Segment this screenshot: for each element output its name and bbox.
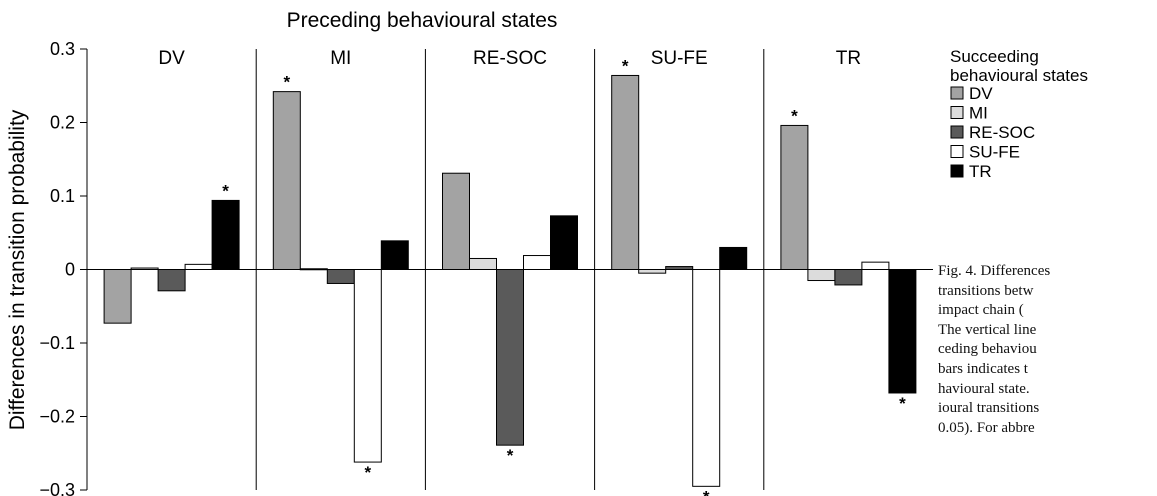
caption-line: The vertical line <box>938 321 1037 338</box>
significance-star: * <box>507 446 514 465</box>
bar <box>523 255 551 271</box>
bar <box>780 124 809 270</box>
legend-swatch <box>950 125 964 139</box>
caption-line: Fig. 4. Differences <box>938 263 1051 279</box>
legend-swatch <box>950 164 964 178</box>
y-axis: 0.3 0.2 0.1 0 −0.1 −0.2 −0.3 <box>39 39 88 496</box>
bar <box>888 269 917 394</box>
bar <box>665 266 694 270</box>
bar <box>380 240 409 271</box>
y-tick-label: 0.1 <box>50 186 75 206</box>
bar <box>184 263 213 271</box>
bar <box>272 91 301 270</box>
y-tick-label: 0.2 <box>50 113 75 133</box>
bar <box>103 269 132 324</box>
bar <box>496 269 524 446</box>
significance-star: * <box>791 106 798 125</box>
y-tick-label: −0.1 <box>39 333 75 353</box>
caption-line: ceding behaviou <box>938 341 1037 358</box>
bar <box>638 269 667 274</box>
y-tick-label: 0 <box>65 260 75 280</box>
legend: Succeeding behavioural states DVMIRE-SOC… <box>950 47 1088 181</box>
y-axis-label: Differences in transition probability <box>6 109 29 430</box>
significance-markers: * * * * * * * * <box>222 56 906 496</box>
y-tick-label: −0.3 <box>39 480 75 496</box>
bar <box>157 269 186 292</box>
legend-label: DV <box>969 84 993 103</box>
panel-label: DV <box>158 48 185 69</box>
legend-title-line-1: Succeeding <box>950 47 1039 66</box>
caption-line: transitions betw <box>938 282 1034 299</box>
bar <box>353 269 382 463</box>
bar <box>834 269 863 286</box>
significance-star: * <box>899 394 906 413</box>
significance-star: * <box>703 487 710 496</box>
legend-label: MI <box>969 104 988 123</box>
bar <box>807 269 836 282</box>
panel-label: RE-SOC <box>473 48 547 69</box>
significance-star: * <box>622 56 629 75</box>
legend-label: SU-FE <box>969 143 1020 162</box>
bar <box>611 74 640 270</box>
significance-star: * <box>283 73 290 92</box>
bar <box>130 267 159 270</box>
figure-caption: Fig. 4. Differences transitions betw impac… <box>938 262 1157 438</box>
caption-line: havioural state. <box>938 380 1030 397</box>
legend-label: RE-SOC <box>969 123 1035 142</box>
bar <box>211 199 240 270</box>
caption-line: ioural transitions <box>938 400 1040 417</box>
legend-title-line-2: behavioural states <box>950 66 1088 85</box>
bar <box>692 269 721 487</box>
y-tick-label: 0.3 <box>50 39 75 59</box>
bars <box>103 74 917 487</box>
panel-label: SU-FE <box>651 48 708 69</box>
legend-swatch <box>950 86 964 100</box>
panel-label: TR <box>836 48 861 69</box>
chart-title: Preceding behavioural states <box>287 9 558 32</box>
significance-star: * <box>222 181 229 200</box>
bar <box>469 257 497 271</box>
significance-star: * <box>364 463 371 482</box>
panel-labels: DV MI RE-SOC SU-FE TR <box>158 48 861 69</box>
legend-swatch <box>950 145 964 158</box>
bar <box>299 268 328 271</box>
y-tick-label: −0.2 <box>39 407 75 427</box>
bar <box>719 246 748 270</box>
caption-line: 0.05). For abbre <box>938 419 1035 436</box>
bar <box>442 172 470 270</box>
legend-swatch <box>950 106 964 119</box>
bar <box>326 269 355 284</box>
legend-label: TR <box>969 162 992 181</box>
caption-line: impact chain ( <box>938 302 1024 319</box>
bar <box>861 261 890 270</box>
caption-line: bars indicates t <box>938 360 1028 377</box>
panel-label: MI <box>330 48 351 69</box>
bar <box>550 215 578 270</box>
